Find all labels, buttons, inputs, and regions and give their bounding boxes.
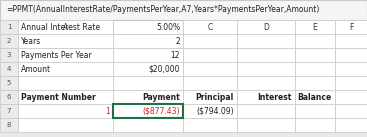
Text: 1: 1 [105,106,110,115]
Bar [18,34,113,48]
Bar [335,20,367,34]
Bar [295,118,335,132]
Bar [295,20,335,34]
Text: Payments Per Year: Payments Per Year [21,51,92,59]
Bar [295,90,335,104]
Bar [183,20,237,34]
Bar [183,20,237,34]
Bar [0,0,367,20]
Bar [0,118,18,132]
Bar [237,48,295,62]
Bar [18,104,113,118]
Text: F: F [349,22,353,32]
Text: ($877.43): ($877.43) [142,106,180,115]
Text: D: D [263,22,269,32]
Text: A: A [63,22,68,32]
Text: 2: 2 [175,36,180,45]
Bar [295,76,335,90]
Bar [0,20,18,34]
Bar [183,62,237,76]
Bar [183,104,237,118]
Text: 12: 12 [171,51,180,59]
Text: C: C [207,22,212,32]
Bar [237,20,295,34]
Text: Payment Number: Payment Number [21,92,96,102]
Bar [335,90,367,104]
Bar [0,104,18,118]
Bar [18,48,113,62]
Bar [295,104,335,118]
Text: 5: 5 [7,80,11,86]
Bar [0,62,18,76]
Bar [237,76,295,90]
Text: Years: Years [21,36,41,45]
Text: Annual Interest Rate: Annual Interest Rate [21,22,100,32]
Bar [295,34,335,48]
Bar [335,62,367,76]
Bar [0,48,18,62]
Bar [183,34,237,48]
Bar [18,20,113,34]
Bar [18,90,113,104]
Bar [295,20,335,34]
Bar [335,20,367,34]
Bar [237,118,295,132]
Text: Balance: Balance [298,92,332,102]
Text: 3: 3 [7,52,11,58]
Bar [113,62,183,76]
Bar [0,90,18,104]
Bar [0,20,18,34]
Bar [335,34,367,48]
Bar [295,48,335,62]
Text: Amount: Amount [21,65,51,73]
Bar [335,48,367,62]
Bar [237,20,295,34]
Bar [335,118,367,132]
Text: Payment: Payment [142,92,180,102]
Text: 1: 1 [7,24,11,30]
Bar [183,48,237,62]
Bar [113,118,183,132]
Bar [237,104,295,118]
Bar [113,20,183,34]
Text: Interest: Interest [258,92,292,102]
Bar [0,34,18,48]
Bar [183,76,237,90]
Bar [113,90,183,104]
Bar [113,34,183,48]
Text: 5.00%: 5.00% [156,22,180,32]
Bar [183,118,237,132]
Text: ($794.09): ($794.09) [196,106,234,115]
Bar [335,104,367,118]
Text: =PPMT(AnnualInterestRate/PaymentsPerYear,A7,Years*PaymentsPerYear,Amount): =PPMT(AnnualInterestRate/PaymentsPerYear… [6,5,319,15]
Bar [113,76,183,90]
Bar [113,20,183,34]
Text: E: E [313,22,317,32]
Bar [237,90,295,104]
Text: 8: 8 [7,122,11,128]
Bar [0,76,18,90]
Text: 2: 2 [7,38,11,44]
Bar [18,20,113,34]
Bar [237,34,295,48]
Text: 7: 7 [7,108,11,114]
Bar [335,76,367,90]
Bar [18,76,113,90]
Text: 4: 4 [7,66,11,72]
Bar [113,48,183,62]
Text: 6: 6 [7,94,11,100]
Bar [113,104,183,118]
Bar [237,62,295,76]
Text: B: B [145,22,150,32]
Bar [183,90,237,104]
Bar [295,62,335,76]
Text: Principal: Principal [196,92,234,102]
Bar [18,118,113,132]
Text: $20,000: $20,000 [149,65,180,73]
Bar [18,62,113,76]
